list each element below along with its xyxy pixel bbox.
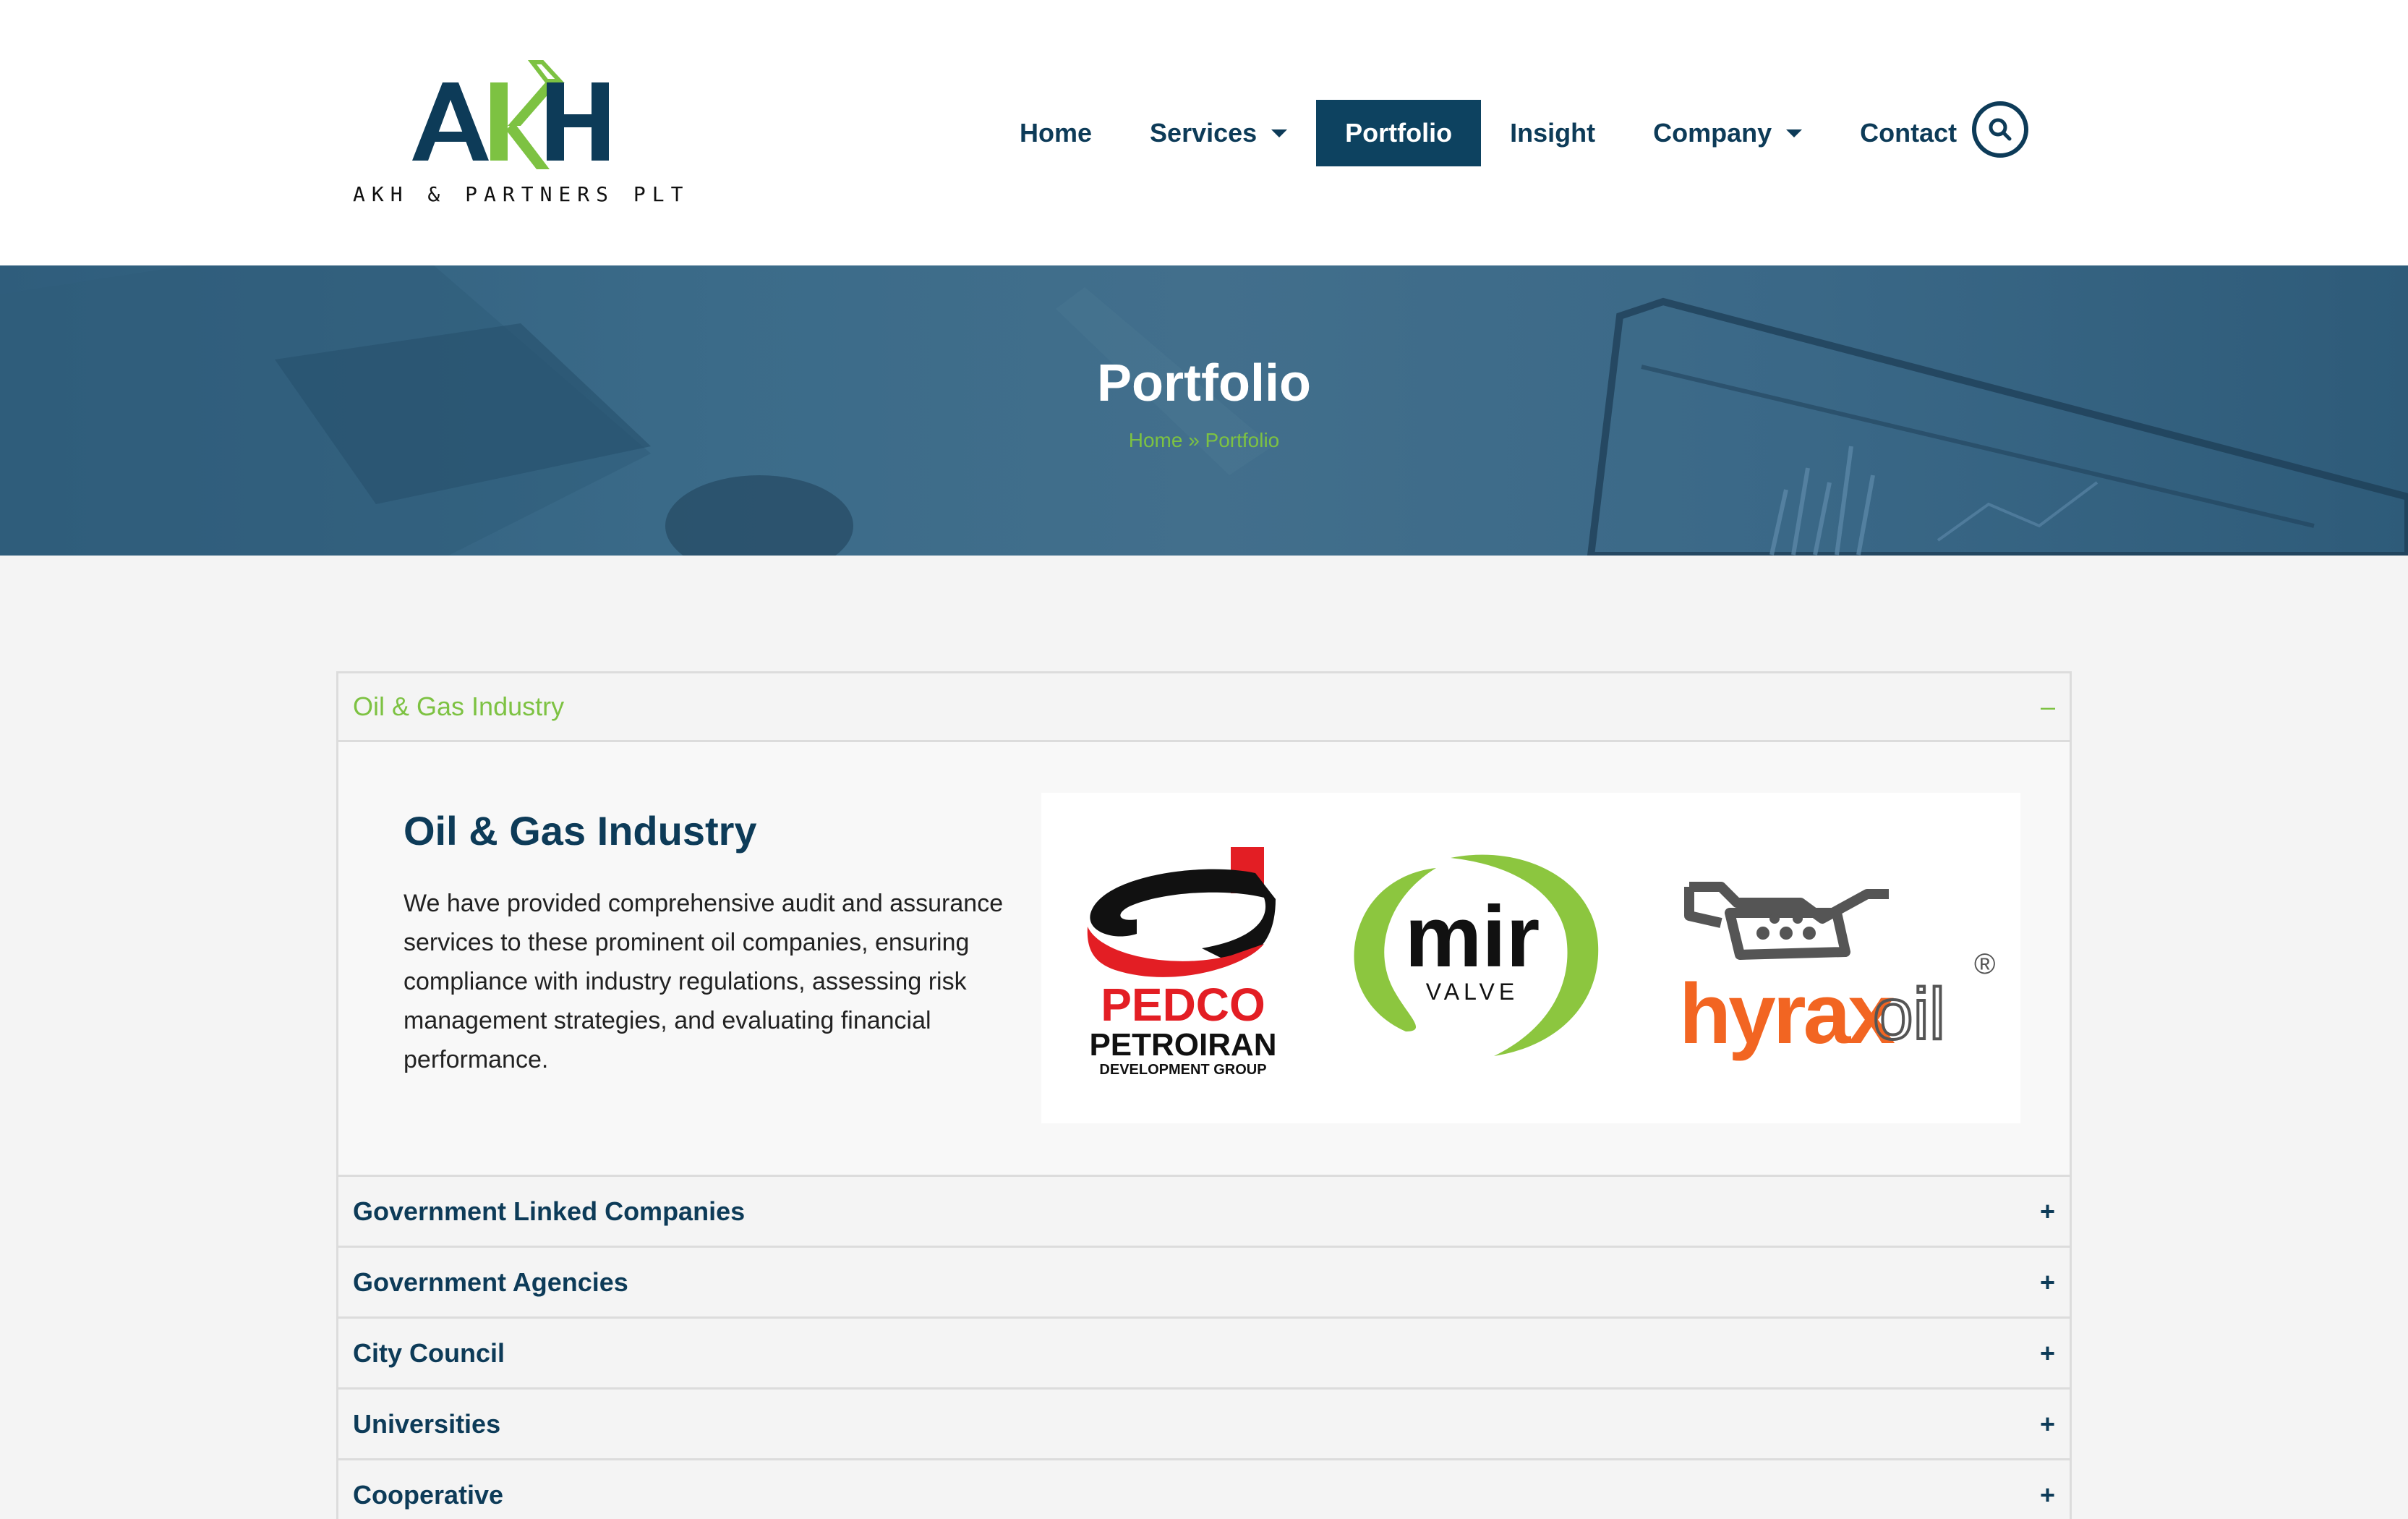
page-title: Portfolio (1097, 354, 1311, 412)
nav-portfolio-label: Portfolio (1345, 118, 1453, 148)
mir-valve-logo: mir VALVE (1354, 854, 1599, 1056)
pedco-logo: PEDCO PETROIRAN DEVELOPMENT GROUP (1087, 847, 1277, 1078)
portfolio-accordion: Oil & Gas Industry – Oil & Gas Industry … (336, 671, 2072, 1519)
accordion-title: Government Agencies (353, 1267, 628, 1297)
brand-logo[interactable]: AKH & PARTNERS PLT (353, 59, 690, 211)
nav-home[interactable]: Home (991, 100, 1121, 166)
accordion-toggle-city-council[interactable]: City Council + (336, 1319, 2072, 1390)
accordion-title: Cooperative (353, 1479, 504, 1510)
caret-down-icon (1786, 129, 1803, 137)
breadcrumb[interactable]: Home » Portfolio (1128, 429, 1280, 451)
expand-icon: + (2039, 1337, 2055, 1368)
accordion-title: City Council (353, 1337, 505, 1368)
nav-insight[interactable]: Insight (1481, 100, 1624, 166)
accordion-title: Universities (353, 1408, 501, 1439)
collapse-icon: – (2040, 692, 2055, 721)
page-hero: Portfolio Home » Portfolio (0, 265, 2408, 556)
pedco-name: PEDCO (1101, 979, 1265, 1031)
accordion-toggle-universities[interactable]: Universities + (336, 1390, 2072, 1460)
accordion-toggle-oil-gas[interactable]: Oil & Gas Industry – (336, 671, 2072, 742)
expand-icon: + (2039, 1196, 2055, 1226)
accordion-toggle-government-agencies[interactable]: Government Agencies + (336, 1248, 2072, 1319)
nav-company-label: Company (1653, 118, 1772, 148)
accordion-toggle-cooperative[interactable]: Cooperative + (336, 1460, 2072, 1519)
accordion-title: Government Linked Companies (353, 1196, 746, 1226)
pedco-line3: DEVELOPMENT GROUP (1099, 1062, 1266, 1078)
expand-icon: + (2039, 1408, 2055, 1439)
nav-contact-label: Contact (1860, 118, 1957, 148)
search-icon (1989, 118, 2012, 141)
expand-icon: + (2039, 1267, 2055, 1297)
hyrax-mark: ® (1974, 948, 1995, 980)
akh-logo-icon (412, 60, 609, 169)
hyrax-line2: oil (1873, 974, 1945, 1055)
client-logos: PEDCO PETROIRAN DEVELOPMENT GROUP mir VA… (1041, 793, 2020, 1123)
nav-home-label: Home (1020, 118, 1093, 148)
pedco-line2: PETROIRAN (1089, 1027, 1276, 1063)
mir-name: mir (1405, 888, 1540, 985)
accordion-panel-oil-gas: Oil & Gas Industry We have provided comp… (336, 742, 2072, 1177)
mir-line2: VALVE (1426, 979, 1519, 1005)
search-button[interactable] (1972, 101, 2028, 158)
nav-services-label: Services (1150, 118, 1258, 148)
brand-name: AKH & PARTNERS PLT (353, 182, 690, 206)
panel-heading: Oil & Gas Industry (404, 808, 757, 854)
nav-company[interactable]: Company (1624, 100, 1831, 166)
main-nav: Home Services Portfolio Insight Company … (991, 100, 1986, 166)
panel-description: We have provided comprehensive audit and… (404, 890, 1004, 1073)
hero-background-image (0, 265, 2408, 556)
nav-insight-label: Insight (1510, 118, 1596, 148)
hyrax-oil-logo: hyrax oil ® (1679, 882, 1995, 1062)
nav-contact[interactable]: Contact (1831, 100, 1986, 166)
hyrax-name: hyrax (1679, 966, 1895, 1062)
accordion-title: Oil & Gas Industry (353, 692, 565, 721)
caret-down-icon (1271, 129, 1288, 137)
nav-services[interactable]: Services (1121, 100, 1316, 166)
nav-portfolio[interactable]: Portfolio (1316, 100, 1482, 166)
expand-icon: + (2039, 1479, 2055, 1510)
accordion-toggle-government-linked-companies[interactable]: Government Linked Companies + (336, 1177, 2072, 1248)
site-header: AKH & PARTNERS PLT Home Services Portfol… (0, 0, 2408, 265)
